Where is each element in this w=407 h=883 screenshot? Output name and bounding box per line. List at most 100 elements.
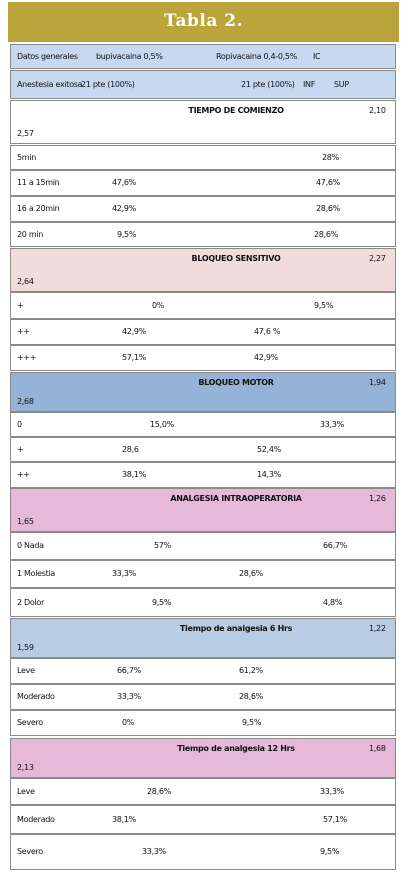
- section-title: TIEMPO DE COMIENZO: [188, 106, 284, 115]
- data-row: 2 Dolor 9,5% 4,8%: [10, 588, 396, 617]
- row-label: +++: [17, 353, 37, 362]
- value-cell: 33,3%: [142, 847, 166, 856]
- data-row: Leve 28,6% 33,3%: [10, 778, 396, 805]
- value-cell: 42,9%: [254, 353, 278, 362]
- data-row: 16 a 20min 42,9% 28,6%: [10, 196, 396, 222]
- section-title: Tiempo de analgesia 12 Hrs: [177, 744, 295, 753]
- section-title: BLOQUEO MOTOR: [198, 378, 274, 387]
- value-cell: 47,6%: [316, 178, 340, 187]
- value-cell: 38,1%: [112, 814, 136, 824]
- section-sup: 1,59: [17, 643, 34, 652]
- value-cell: 4,8%: [323, 597, 343, 607]
- row-label: Severo: [17, 847, 43, 856]
- section-header: Tiempo de analgesia 6 Hrs 1,22 1,59: [10, 618, 396, 658]
- section-inf: 1,22: [369, 624, 386, 633]
- data-row: 11 a 15min 47,6% 47,6%: [10, 170, 396, 196]
- row-label: 0: [17, 419, 22, 429]
- section-inf: 1,68: [369, 744, 386, 753]
- header-cell: Anestesia exitosa: [17, 79, 83, 89]
- value-cell: 52,4%: [257, 444, 281, 454]
- value-cell: 9,5%: [152, 597, 172, 607]
- value-cell: 28%: [322, 152, 339, 162]
- value-cell: 28,6: [122, 444, 139, 454]
- header-cell: INF: [303, 79, 316, 89]
- row-label: Leve: [17, 786, 35, 796]
- section-header: BLOQUEO SENSITIVO 2,27 2,64: [10, 248, 396, 292]
- value-cell: 47,6 %: [254, 327, 281, 336]
- header-cell: 21 pte (100%): [241, 79, 295, 89]
- section-sup: 2,57: [17, 129, 34, 138]
- row-label: 1 Molestia: [17, 569, 56, 578]
- value-cell: 66,7%: [117, 666, 141, 675]
- data-row: ++ 42,9% 47,6 %: [10, 319, 396, 345]
- value-cell: 9,5%: [117, 229, 137, 239]
- row-label: 0 Nada: [17, 541, 44, 550]
- row-label: +: [17, 444, 24, 454]
- value-cell: 42,9%: [112, 204, 136, 213]
- row-label: 5min: [17, 152, 36, 162]
- header-row: Anestesia exitosa 21 pte (100%) 21 pte (10…: [10, 70, 396, 99]
- value-cell: 47,6%: [112, 178, 136, 187]
- section-title: BLOQUEO SENSITIVO: [191, 254, 281, 263]
- data-row: Moderado 38,1% 57,1%: [10, 805, 396, 834]
- section-header: BLOQUEO MOTOR 1,94 2,68: [10, 372, 396, 412]
- row-label: ++: [17, 470, 30, 479]
- section-sup: 2,68: [17, 397, 34, 406]
- section-title: Tiempo de analgesia 6 Hrs: [179, 624, 293, 633]
- header-cell: 21 pte (100%): [81, 79, 135, 89]
- value-cell: 57%: [154, 541, 171, 550]
- data-row: Leve 66,7% 61,2%: [10, 658, 396, 684]
- section-header: Tiempo de analgesia 12 Hrs 1,68 2,13: [10, 738, 396, 778]
- value-cell: 0%: [152, 300, 165, 310]
- header-cell: SUP: [334, 79, 349, 89]
- value-cell: 66,7%: [323, 541, 347, 550]
- data-row: ++ 38,1% 14,3%: [10, 462, 396, 488]
- data-row: 0 15,0% 33,3%: [10, 412, 396, 437]
- title-bar: Tabla 2.: [8, 2, 399, 42]
- row-label: Leve: [17, 666, 35, 675]
- data-row: 0 Nada 57% 66,7%: [10, 532, 396, 560]
- section-sup: 2,13: [17, 763, 34, 772]
- header-cell: Datos generales: [17, 51, 78, 61]
- data-row: 20 min 9,5% 28,6%: [10, 222, 396, 247]
- row-label: +: [17, 300, 24, 310]
- data-row: +0% 9,5%: [10, 292, 396, 319]
- row-label: 2 Dolor: [17, 597, 44, 607]
- section-header: ANALGESIA INTRAOPERATORIA 1,26 1,65: [10, 488, 396, 532]
- value-cell: 57,1%: [323, 814, 347, 824]
- section-sup: 1,65: [17, 517, 34, 526]
- section-sup: 2,64: [17, 277, 34, 286]
- row-label: Severo: [17, 718, 43, 727]
- title: Tabla 2.: [163, 11, 244, 31]
- row-label: Moderado: [17, 814, 55, 824]
- row-label: 20 min: [17, 229, 44, 239]
- data-row: 5min 28%: [10, 145, 396, 170]
- value-cell: 28,6%: [239, 692, 263, 701]
- row-label: 16 a 20min: [17, 204, 60, 213]
- value-cell: 42,9%: [122, 327, 146, 336]
- value-cell: 15,0%: [150, 419, 174, 429]
- section-inf: 2,10: [369, 106, 386, 115]
- value-cell: 28,6%: [239, 569, 263, 578]
- data-row: +28,6 52,4%: [10, 437, 396, 462]
- section-header: TIEMPO DE COMIENZO 2,10 2,57: [10, 100, 396, 144]
- header-cell: IC: [313, 51, 321, 61]
- value-cell: 14,3%: [257, 470, 281, 479]
- header-cell: bupivacaina 0,5%: [96, 51, 163, 61]
- row-label: Moderado: [17, 692, 55, 701]
- value-cell: 33,3%: [320, 786, 344, 796]
- header-row: Datos generales bupivacaina 0,5% Ropivacai…: [10, 44, 396, 69]
- section-inf: 1,94: [369, 378, 386, 387]
- value-cell: 57,1%: [122, 353, 146, 362]
- value-cell: 61,2%: [239, 666, 263, 675]
- section-inf: 2,27: [369, 254, 386, 263]
- value-cell: 9,5%: [242, 718, 262, 727]
- value-cell: 9,5%: [320, 847, 340, 856]
- value-cell: 38,1%: [122, 470, 146, 479]
- value-cell: 33,3%: [320, 419, 344, 429]
- value-cell: 28,6%: [147, 786, 171, 796]
- row-label: ++: [17, 327, 30, 336]
- header-cell: Ropivacaina 0,4-0,5%: [216, 51, 298, 61]
- value-cell: 33,3%: [112, 569, 136, 578]
